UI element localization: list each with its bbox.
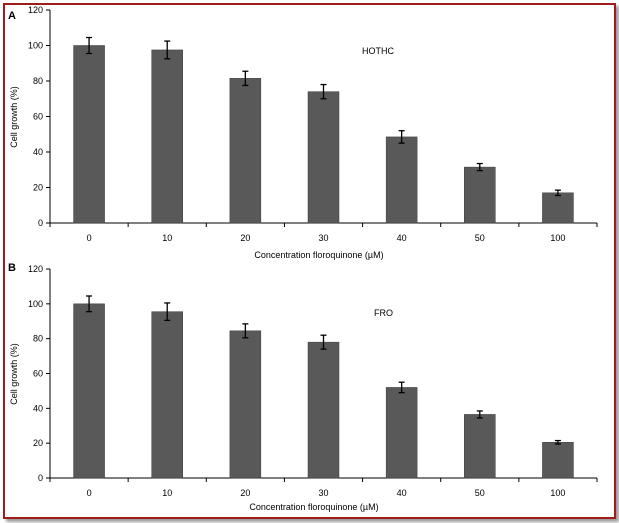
bar — [229, 330, 262, 479]
panel-label: A — [8, 10, 16, 22]
y-tick-label: 20 — [33, 183, 43, 193]
y-tick-label: 40 — [33, 147, 43, 157]
bar — [73, 303, 105, 479]
y-tick-label: 40 — [33, 403, 43, 413]
chart-panel-b: B FRO Concentration floroquinone (µM) Ce… — [8, 262, 598, 512]
x-tick-label: 0 — [87, 233, 92, 243]
bar — [151, 311, 183, 479]
y-axis-title: Cell growth (%) — [9, 343, 19, 405]
bar — [385, 387, 418, 479]
x-tick-label: 40 — [397, 233, 407, 243]
y-tick-label: 100 — [28, 299, 43, 309]
bar — [542, 192, 574, 224]
y-tick-label: 60 — [33, 112, 43, 122]
x-tick-label: 100 — [550, 488, 565, 498]
x-tick-label: 30 — [318, 488, 328, 498]
bar — [307, 91, 340, 224]
x-tick-label: 0 — [87, 488, 92, 498]
bar — [73, 45, 105, 224]
x-tick-label: 30 — [318, 233, 328, 243]
y-tick-label: 120 — [28, 5, 43, 15]
y-tick-label: 0 — [38, 473, 43, 483]
bar — [464, 414, 496, 479]
bar — [385, 136, 418, 224]
y-tick-label: 120 — [28, 264, 43, 274]
y-tick-label: 80 — [33, 334, 43, 344]
y-tick-label: 80 — [33, 76, 43, 86]
bar — [229, 78, 262, 224]
x-tick-label: 10 — [162, 488, 172, 498]
x-tick-label: 100 — [550, 233, 565, 243]
bar — [542, 442, 574, 479]
x-tick-label: 40 — [397, 488, 407, 498]
x-axis-title: Concentration floroquinone (µM) — [254, 250, 383, 260]
x-tick-label: 10 — [162, 233, 172, 243]
bar — [151, 49, 183, 224]
bar — [464, 166, 496, 224]
series-annotation: FRO — [374, 308, 393, 318]
x-tick-label: 50 — [475, 233, 485, 243]
bar — [307, 341, 340, 479]
panel-label: B — [8, 262, 16, 274]
x-tick-label: 50 — [475, 488, 485, 498]
x-tick-label: 20 — [240, 488, 250, 498]
chart-panel-a: A HOTHC Concentration floroquinone (µM) … — [8, 5, 598, 260]
y-tick-label: 20 — [33, 438, 43, 448]
y-tick-label: 100 — [28, 41, 43, 51]
x-tick-label: 20 — [240, 233, 250, 243]
y-tick-label: 0 — [38, 218, 43, 228]
series-annotation: HOTHC — [362, 46, 394, 56]
y-tick-label: 60 — [33, 369, 43, 379]
x-axis-title: Concentration floroquinone (µM) — [249, 502, 378, 512]
y-axis-title: Cell growth (%) — [9, 86, 19, 148]
